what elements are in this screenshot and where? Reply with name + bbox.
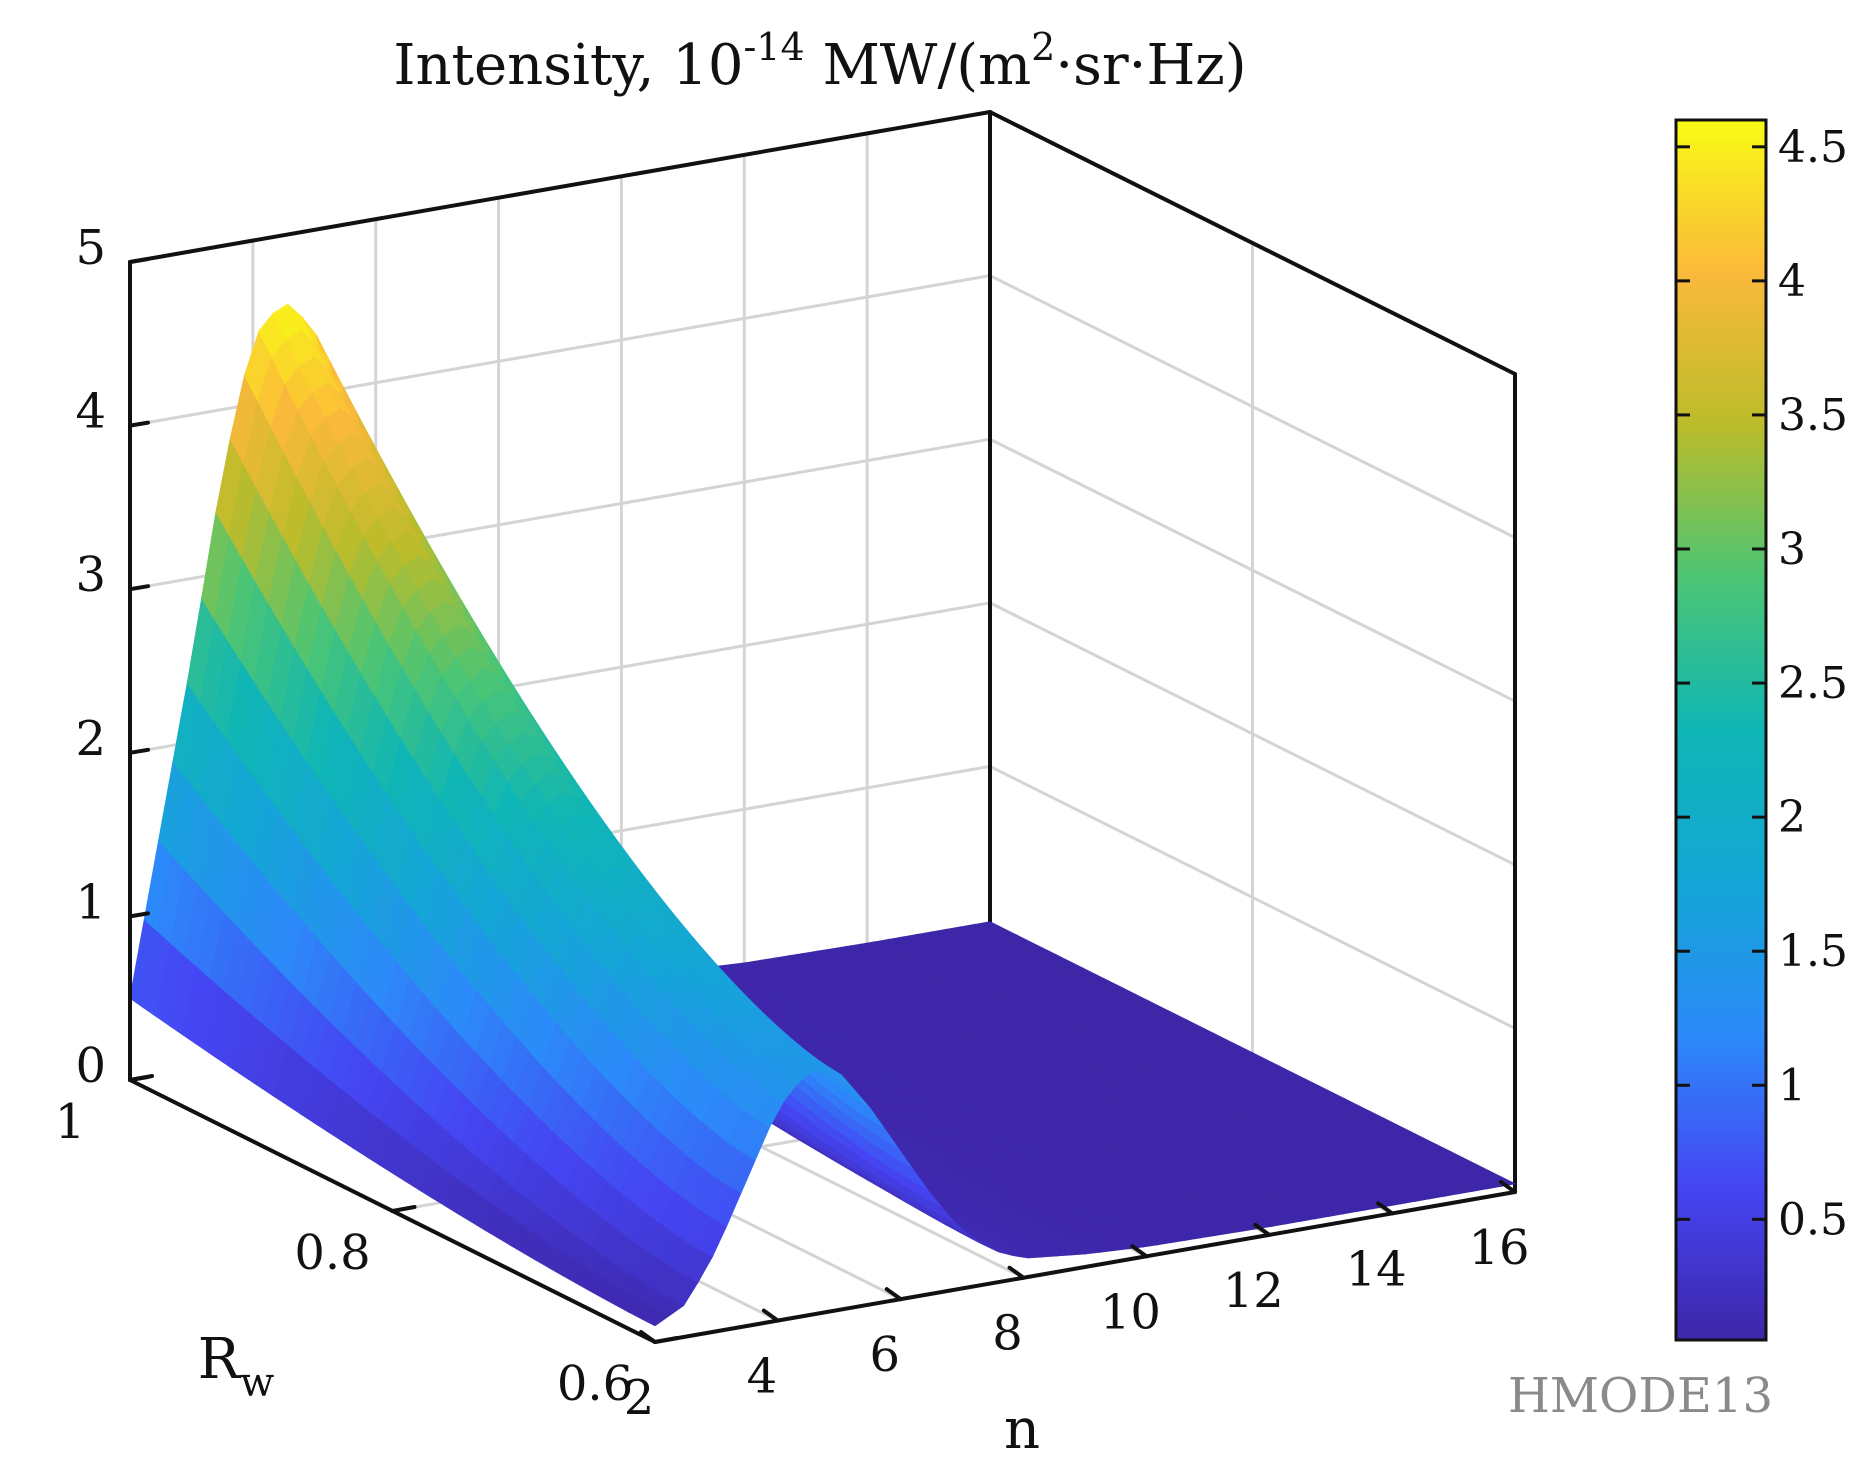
z-tick-label: 1 xyxy=(75,874,106,930)
y-tick-label: 1 xyxy=(55,1094,86,1150)
x-tick-mark xyxy=(1130,1244,1149,1259)
z-tick-label: 3 xyxy=(75,547,106,603)
colorbar-tick-label: 2 xyxy=(1778,792,1806,843)
x-tick-label: 2 xyxy=(624,1370,655,1426)
x-tick-mark xyxy=(1376,1201,1395,1216)
z-tick-label: 2 xyxy=(75,711,106,767)
z-tick-mark xyxy=(128,747,150,755)
colorbar-tick-label: 0.5 xyxy=(1778,1194,1848,1245)
colorbar-gradient xyxy=(1674,118,1768,1342)
colorbar-tick-label: 3 xyxy=(1778,524,1806,575)
colorbar-tick-label: 4 xyxy=(1778,256,1806,307)
z-tick-mark xyxy=(128,257,150,264)
x-tick-mark xyxy=(1253,1222,1272,1237)
colorbar-tick-label: 2.5 xyxy=(1778,658,1848,709)
box-edge xyxy=(988,110,1517,376)
x-tick-mark xyxy=(1499,1180,1517,1194)
y-tick-label: 0.6 xyxy=(557,1356,633,1412)
x-tick-label: 6 xyxy=(869,1327,900,1383)
x-tick-label: 4 xyxy=(747,1349,778,1405)
x-tick-label: 8 xyxy=(992,1306,1023,1362)
colorbar-tick-label: 1.5 xyxy=(1778,926,1848,977)
z-tick-label: 4 xyxy=(75,384,106,440)
x-axis-label: n xyxy=(1004,1397,1040,1462)
colorbar-tick-label: 3.5 xyxy=(1778,390,1848,441)
x-tick-label: 12 xyxy=(1223,1263,1284,1319)
colorbar-tick-label: 4.5 xyxy=(1778,122,1848,173)
colorbar: 0.5 1 1.5 2 2.5 3 3.5 4 4.5 xyxy=(1674,118,1848,1342)
chart-title: Intensity, 10-14 MW/(m2·sr·Hz) xyxy=(393,25,1246,98)
z-tick-mark xyxy=(128,911,150,919)
y-axis-label: Rw xyxy=(198,1327,274,1406)
x-tick-label: 14 xyxy=(1346,1241,1407,1297)
watermark-label: HMODE13 xyxy=(1508,1368,1773,1424)
y-tick-mark xyxy=(653,1336,679,1344)
y-tick-mark xyxy=(390,1205,417,1213)
colorbar-ticks: 0.5 1 1.5 2 2.5 3 3.5 4 4.5 xyxy=(1676,122,1848,1245)
z-tick-mark xyxy=(128,420,150,428)
x-tick-mark xyxy=(1007,1265,1026,1280)
box-edge xyxy=(128,110,992,264)
x-tick-label: 10 xyxy=(1100,1284,1161,1340)
y-tick-label: 0.8 xyxy=(294,1225,370,1281)
surface-strips xyxy=(129,303,1517,1327)
x-tick-label: 16 xyxy=(1468,1220,1529,1276)
z-tick-mark xyxy=(128,584,150,592)
z-tick-label: 0 xyxy=(75,1038,106,1094)
back-axes-box xyxy=(128,110,1517,1194)
x-tick-mark xyxy=(639,1330,657,1344)
x-tick-mark xyxy=(761,1308,780,1323)
x-axis-line xyxy=(653,1190,1517,1344)
z-tick-label: 5 xyxy=(75,220,106,276)
z-tick-mark xyxy=(128,1075,150,1082)
x-tick-mark xyxy=(884,1287,903,1302)
colorbar-tick-label: 1 xyxy=(1778,1060,1806,1111)
